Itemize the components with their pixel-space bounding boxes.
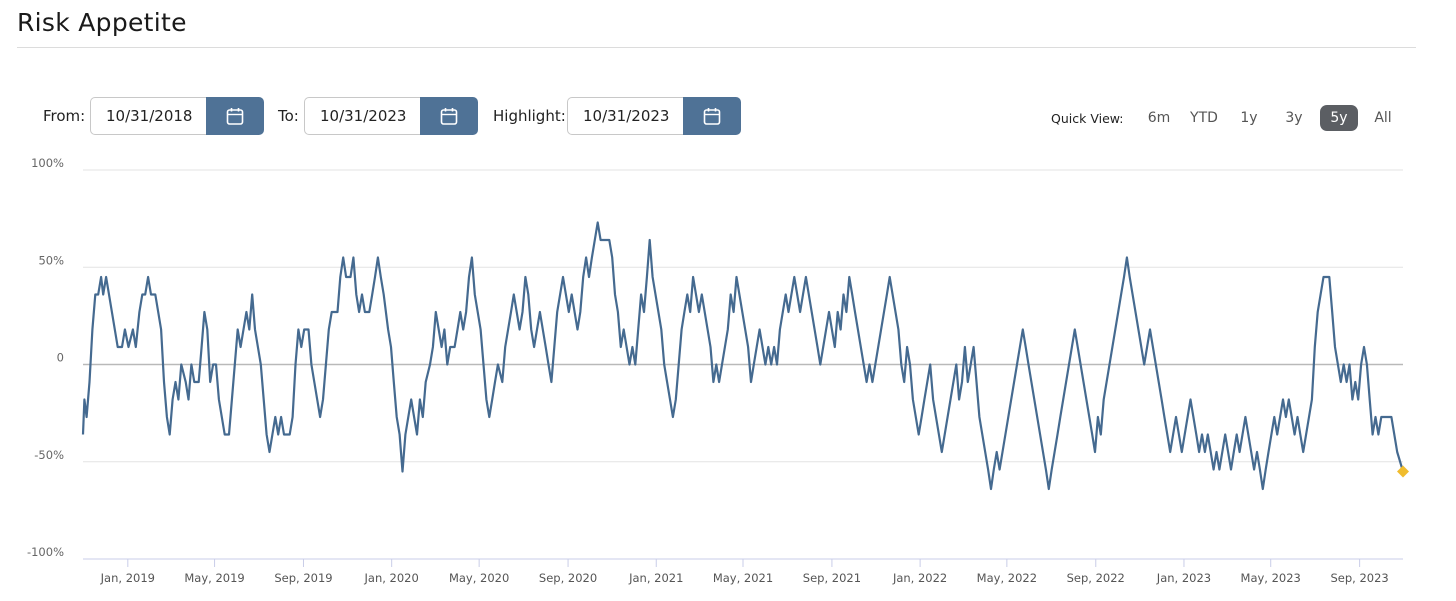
x-tick-label: Jan, 2019	[100, 571, 155, 585]
y-tick-label: 50%	[38, 253, 64, 267]
y-tick-label: 100%	[31, 156, 64, 170]
x-tick-label: Jan, 2020	[364, 571, 419, 585]
x-tick-label: May, 2020	[449, 571, 509, 585]
calendar-icon	[703, 107, 721, 125]
calendar-icon	[440, 107, 458, 125]
y-tick-label: -100%	[27, 545, 64, 559]
highlight-calendar-button[interactable]	[683, 97, 741, 135]
x-tick-label: Jan, 2021	[628, 571, 683, 585]
x-axis: Jan, 2019 May, 2019 Sep, 2019 Jan, 2020 May,…	[100, 559, 1389, 585]
from-date-input[interactable]	[90, 97, 206, 135]
highlight-date-picker	[567, 97, 741, 135]
to-calendar-button[interactable]	[420, 97, 478, 135]
quick-view-6m[interactable]: 6m	[1147, 110, 1171, 126]
highlight-date-input[interactable]	[567, 97, 683, 135]
x-tick-label: Sep, 2022	[1067, 571, 1125, 585]
grid-layer	[83, 169, 1403, 560]
risk-appetite-chart: 100% 50% 0 -50% -100% Jan, 2019 May, 2019 Sep,…	[27, 156, 1409, 585]
highlight-marker	[1397, 465, 1409, 478]
quick-view-label: Quick View:	[1051, 111, 1124, 126]
quick-view-1y[interactable]: 1y	[1240, 110, 1258, 126]
from-date-picker	[90, 97, 264, 135]
x-tick-label: May, 2019	[184, 571, 244, 585]
highlight-label: Highlight:	[493, 107, 566, 125]
series-line	[81, 221, 1405, 491]
x-tick-label: May, 2023	[1241, 571, 1301, 585]
x-tick-label: Sep, 2020	[539, 571, 597, 585]
x-tick-label: Sep, 2021	[803, 571, 861, 585]
to-label: To:	[278, 107, 299, 125]
quick-view-5y[interactable]: 5y	[1320, 105, 1358, 131]
x-tick-label: May, 2021	[713, 571, 773, 585]
title-divider	[17, 47, 1416, 48]
x-tick-label: Sep, 2019	[274, 571, 332, 585]
y-tick-label: -50%	[34, 448, 64, 462]
y-tick-label: 0	[57, 351, 64, 365]
x-tick-label: Jan, 2023	[1156, 571, 1211, 585]
from-label: From:	[43, 107, 86, 125]
x-tick-label: Sep, 2023	[1330, 571, 1388, 585]
quick-view-all[interactable]: All	[1374, 110, 1392, 126]
quick-view-3y[interactable]: 3y	[1285, 110, 1303, 126]
x-tick-label: Jan, 2022	[892, 571, 947, 585]
x-tick-label: May, 2022	[977, 571, 1037, 585]
y-axis: 100% 50% 0 -50% -100%	[27, 156, 64, 559]
to-date-picker	[304, 97, 478, 135]
to-date-input[interactable]	[304, 97, 420, 135]
quick-view-ytd[interactable]: YTD	[1190, 110, 1218, 126]
page-title: Risk Appetite	[17, 8, 187, 37]
calendar-icon	[226, 107, 244, 125]
from-calendar-button[interactable]	[206, 97, 264, 135]
